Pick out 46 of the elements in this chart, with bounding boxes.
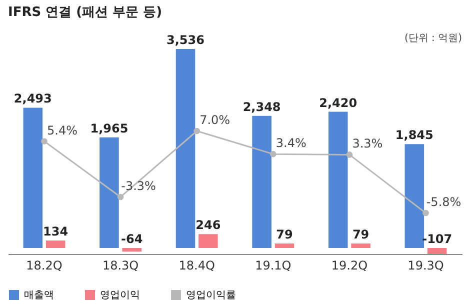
bar bbox=[351, 244, 370, 248]
x-tick-label: 18.4Q bbox=[178, 258, 215, 272]
bar bbox=[252, 116, 272, 248]
bar bbox=[198, 234, 218, 248]
point bbox=[422, 210, 429, 216]
bar bbox=[122, 248, 142, 252]
data-label: 3.4% bbox=[276, 136, 306, 150]
bar bbox=[100, 137, 119, 248]
point bbox=[194, 128, 200, 134]
data-label: -3.3% bbox=[121, 178, 156, 193]
x-tick-label: 18.2Q bbox=[26, 258, 62, 272]
data-label: 3.3% bbox=[352, 136, 383, 151]
x-tick-label: 19.3Q bbox=[408, 258, 444, 272]
bar bbox=[176, 49, 196, 248]
bar bbox=[328, 112, 348, 248]
data-label: -5.8% bbox=[426, 195, 462, 209]
data-label: 5.4% bbox=[46, 123, 78, 138]
legend-label: 매출액 bbox=[24, 290, 54, 301]
data-label: 2,420 bbox=[319, 96, 358, 110]
bar bbox=[23, 108, 43, 248]
chart-title: IFRS 연결 (패션 부문 등) bbox=[8, 5, 162, 20]
data-label: 79 bbox=[352, 228, 370, 242]
data-label: 79 bbox=[276, 228, 293, 242]
bar bbox=[404, 144, 424, 248]
data-label: 1,845 bbox=[395, 128, 434, 142]
data-label: 2,493 bbox=[14, 92, 52, 106]
x-tick-label: 19.1Q bbox=[255, 258, 292, 272]
bar bbox=[427, 248, 447, 254]
data-label: 3,536 bbox=[166, 33, 204, 47]
point bbox=[346, 152, 353, 158]
point bbox=[41, 138, 48, 144]
data-label: 7.0% bbox=[200, 113, 230, 127]
data-label: 2,348 bbox=[242, 100, 281, 114]
point bbox=[117, 194, 124, 200]
x-tick-label: 19.2Q bbox=[331, 258, 368, 272]
data-label: -64 bbox=[121, 232, 143, 246]
legend-label: 영업이익률 bbox=[186, 290, 236, 301]
bar bbox=[274, 244, 294, 248]
bar bbox=[46, 240, 66, 248]
data-label: 1,965 bbox=[90, 121, 128, 136]
data-label: 134 bbox=[43, 224, 68, 238]
text: (단위 : 억원) bbox=[404, 33, 462, 44]
data-label: 246 bbox=[196, 218, 221, 232]
point bbox=[270, 150, 276, 158]
legend-label: 영업이익 bbox=[100, 290, 140, 301]
x-tick-label: 18.3Q bbox=[102, 258, 139, 272]
